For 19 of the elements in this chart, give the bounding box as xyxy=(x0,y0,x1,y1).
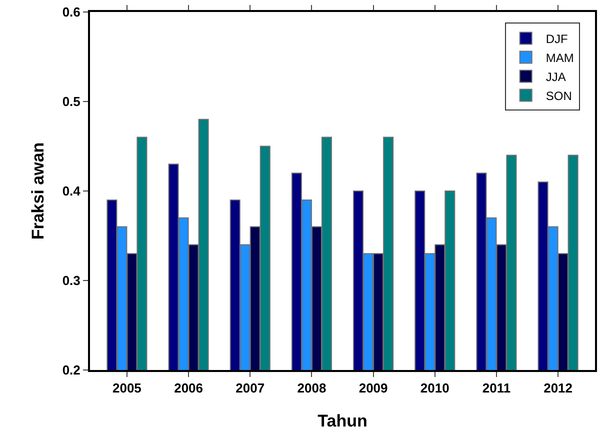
legend-label: SON xyxy=(546,88,572,103)
y-tick-label: 0.6 xyxy=(62,4,80,20)
y-tick-label: 0.3 xyxy=(62,273,80,288)
x-tick-label: 2011 xyxy=(482,380,511,396)
x-tick-label: 2006 xyxy=(174,380,203,396)
x-tick-label: 2005 xyxy=(112,380,142,396)
legend-label: JJA xyxy=(546,70,566,84)
legend-label: DJF xyxy=(546,32,568,46)
x-tick-label: 2009 xyxy=(358,380,388,396)
y-axis-title: Fraksi awan xyxy=(28,142,48,240)
y-tick-label: 0.2 xyxy=(62,362,80,378)
y-tick-label: 0.4 xyxy=(62,184,82,199)
x-axis-title: Tahun xyxy=(318,412,368,430)
x-tick-label: 2008 xyxy=(297,380,326,396)
x-tick-label: 2007 xyxy=(236,380,265,396)
y-tick-label: 0.5 xyxy=(62,94,80,110)
x-tick-label: 2012 xyxy=(544,380,573,396)
x-tick-label: 2010 xyxy=(420,380,450,396)
legend-label: MAM xyxy=(546,50,574,65)
